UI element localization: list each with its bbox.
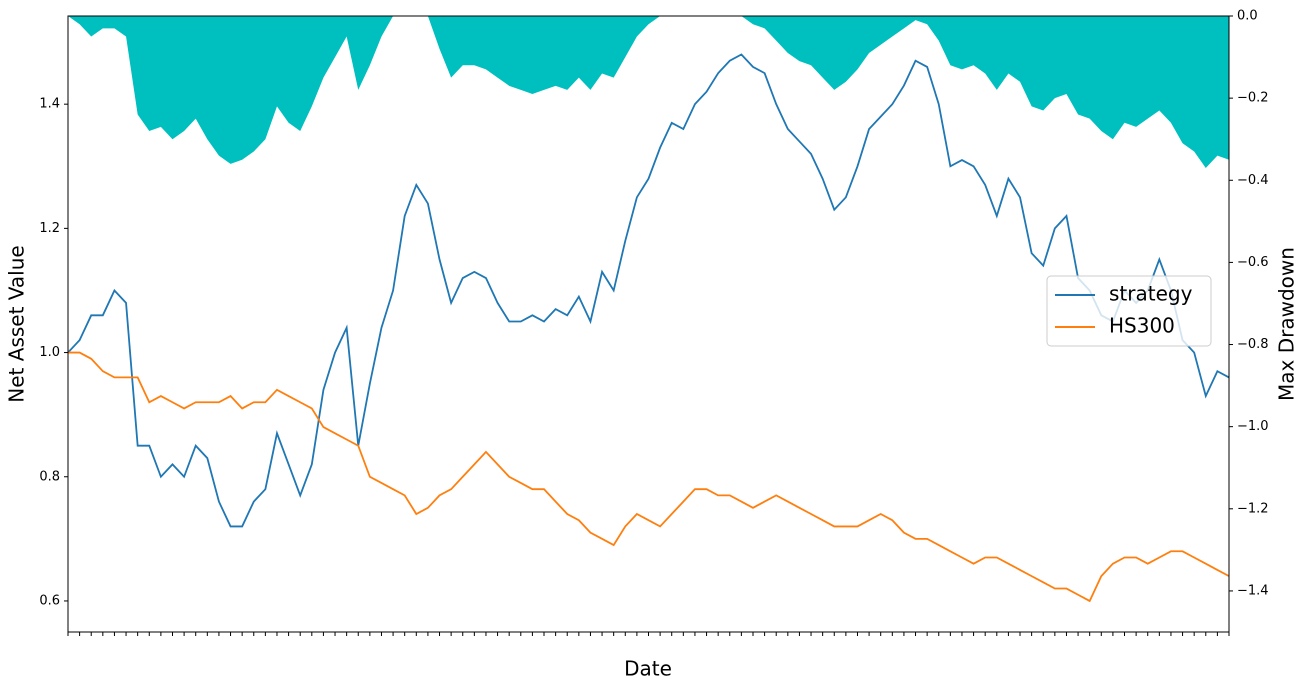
y2-tick-label: −0.6 (1237, 255, 1269, 270)
legend-label: HS300 (1109, 314, 1175, 338)
y-tick-label: 0.6 (39, 593, 60, 608)
legend-label: strategy (1109, 282, 1193, 306)
y2-tick-label: −1.2 (1237, 501, 1269, 516)
drawdown-area (68, 16, 1229, 168)
series-line (68, 351, 1230, 603)
y-tick-label: 0.8 (39, 469, 60, 484)
y2-tick-label: −1.0 (1237, 419, 1269, 434)
y2-tick-label: −0.8 (1237, 337, 1269, 352)
y2-tick-label: 0.0 (1237, 9, 1258, 24)
legend-box (1046, 275, 1212, 347)
y2-tick-label: −0.4 (1237, 173, 1269, 188)
y-axis-title: Net Asset Value (5, 245, 29, 402)
y2-tick-label: −1.4 (1237, 583, 1269, 598)
legend: strategy HS300 (1046, 275, 1212, 347)
series-line (67, 53, 1230, 528)
y2-tick-label: −0.2 (1237, 91, 1269, 106)
y2-axis-title: Max Drawdown (1275, 247, 1299, 401)
y-tick-label: 1.4 (39, 97, 60, 112)
y-tick-label: 1.2 (39, 221, 60, 236)
x-axis-title: Date (624, 657, 672, 681)
y-tick-label: 1.0 (39, 345, 60, 360)
